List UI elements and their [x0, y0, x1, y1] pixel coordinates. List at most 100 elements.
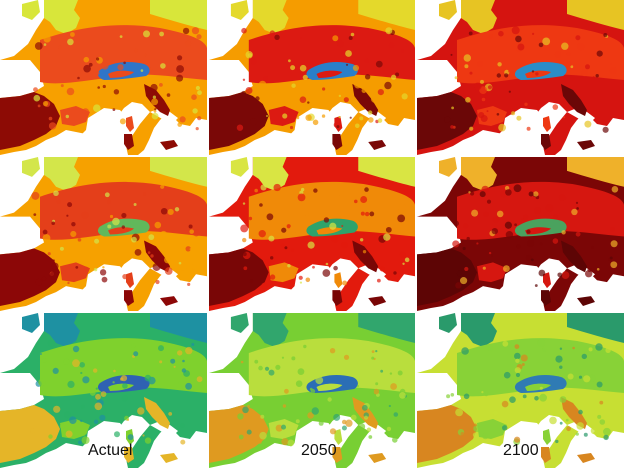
texture-dot [66, 214, 69, 217]
texture-dot [164, 267, 173, 275]
texture-dot [263, 75, 269, 82]
texture-dot [463, 223, 469, 229]
texture-dot [580, 68, 589, 77]
texture-dot [195, 127, 199, 131]
texture-dot [360, 196, 368, 204]
zone-italy [352, 84, 379, 116]
texture-dot [553, 214, 558, 219]
texture-dot [154, 92, 157, 96]
texture-dot [89, 390, 96, 396]
texture-dot [187, 282, 191, 286]
land-ireland [230, 157, 249, 177]
sea-adriatic [567, 108, 595, 124]
texture-dot [257, 439, 262, 444]
texture-dot [596, 50, 603, 57]
texture-dot [609, 66, 617, 75]
texture-dot [373, 388, 380, 395]
texture-dot [134, 249, 142, 256]
texture-dot [258, 230, 266, 238]
texture-dot [557, 272, 563, 278]
texture-dot [152, 95, 156, 99]
sea-atlantic [209, 60, 253, 98]
texture-dot [345, 419, 353, 427]
texture-dot [258, 365, 263, 371]
texture-dot [196, 34, 202, 40]
texture-dot [497, 62, 502, 67]
texture-dot [99, 414, 106, 421]
texture-dot [528, 191, 534, 197]
texture-dot [526, 126, 531, 131]
texture-dot [300, 187, 305, 192]
texture-dot [501, 400, 509, 408]
texture-dot [140, 29, 144, 33]
texture-dot [481, 185, 489, 194]
texture-dot [508, 90, 511, 93]
texture-dot [592, 76, 595, 78]
texture-dot [340, 49, 346, 55]
texture-dot [59, 424, 65, 429]
texture-dot [97, 86, 100, 89]
sea-mediterranean [487, 108, 547, 155]
sea-atlantic [0, 373, 44, 411]
texture-dot [78, 440, 82, 445]
texture-dot [572, 346, 575, 350]
island-corsica [543, 272, 551, 289]
texture-dot [33, 87, 38, 92]
sea-adriatic [358, 264, 387, 281]
texture-dot [80, 371, 83, 375]
texture-dot [455, 408, 463, 417]
texture-dot [523, 217, 528, 222]
texture-dot [383, 233, 391, 241]
texture-dot [176, 65, 185, 73]
texture-dot [578, 409, 583, 415]
texture-dot [49, 271, 58, 280]
texture-dot [288, 59, 291, 63]
texture-dot [249, 279, 254, 284]
texture-dot [126, 228, 130, 231]
texture-dot [236, 124, 244, 131]
texture-dot [299, 96, 307, 103]
texture-dot [121, 225, 126, 229]
texture-dot [242, 237, 247, 243]
texture-dot [380, 369, 384, 373]
texture-dot [66, 87, 75, 96]
texture-dot [329, 348, 336, 354]
texture-dot [289, 125, 294, 130]
texture-dot [502, 425, 508, 431]
texture-dot [362, 249, 367, 254]
texture-dot [505, 231, 514, 239]
texture-dot [366, 427, 372, 432]
texture-dot [610, 226, 615, 232]
texture-dot [338, 94, 342, 98]
texture-dot [364, 211, 370, 217]
texture-dot [379, 266, 385, 272]
texture-dot [493, 410, 499, 416]
texture-dot [362, 233, 365, 236]
texture-dot [63, 358, 70, 365]
texture-dot [195, 85, 200, 91]
texture-dot [57, 279, 61, 282]
texture-dot [281, 424, 287, 430]
zone-alps-inner [316, 383, 343, 391]
texture-dot [185, 246, 191, 252]
texture-dot [160, 207, 168, 215]
texture-dot [302, 74, 308, 80]
texture-dot [452, 240, 460, 248]
texture-dot [561, 271, 570, 280]
texture-dot [555, 439, 559, 444]
texture-dot [120, 375, 128, 382]
texture-dot [179, 263, 187, 271]
texture-dot [341, 425, 347, 431]
texture-dot [268, 235, 275, 242]
texture-dot [397, 214, 406, 223]
texture-dot [48, 434, 53, 439]
texture-dot [81, 436, 90, 445]
map-panel-row1-2100 [417, 0, 624, 155]
texture-dot [581, 353, 587, 360]
texture-dot [281, 356, 285, 359]
texture-dot [306, 97, 310, 101]
texture-dot [295, 419, 300, 424]
texture-dot [101, 276, 108, 283]
texture-dot [367, 110, 373, 115]
texture-dot [144, 437, 152, 444]
